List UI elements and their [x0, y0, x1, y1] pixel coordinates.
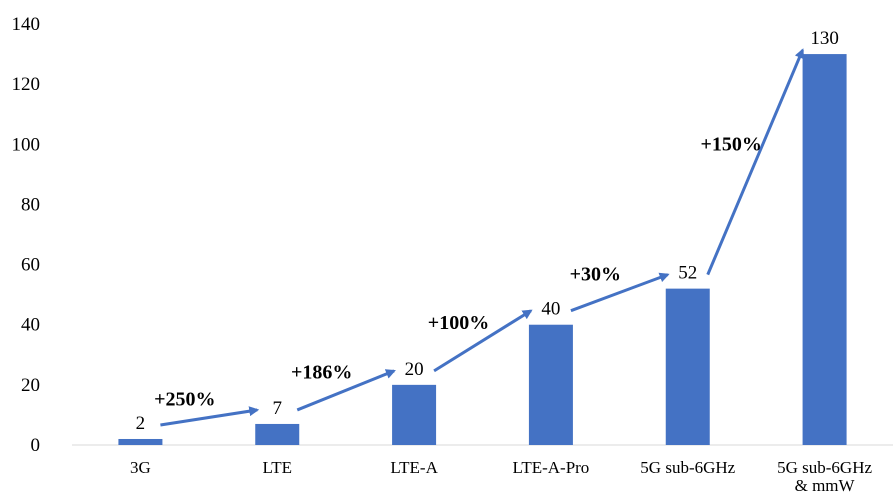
growth-arrow: [570, 272, 670, 313]
y-tick-label: 20: [21, 375, 40, 396]
data-label: 20: [405, 359, 424, 380]
x-tick-label: 5G sub-6GHz & mmW: [777, 458, 872, 495]
bar: [665, 288, 710, 445]
x-tick-label: 5G sub-6GHz: [640, 458, 735, 477]
bar: [392, 384, 437, 445]
x-tick-label-line: LTE-A: [390, 458, 438, 477]
y-tick-label: 60: [21, 255, 40, 276]
growth-label: +250%: [154, 388, 215, 410]
growth-arrow: [706, 48, 805, 276]
x-tick-label-line: & mmW: [795, 476, 856, 495]
y-tick-label: 120: [12, 74, 41, 95]
y-tick-label: 140: [12, 14, 41, 35]
data-label: 130: [810, 28, 839, 49]
x-tick-label-line: LTE-A-Pro: [513, 458, 590, 477]
x-tick-label: LTE: [262, 458, 292, 477]
y-axis: 0 20 40 60 80 100 120 140: [12, 14, 41, 456]
x-tick-label: LTE-A-Pro: [513, 458, 590, 477]
growth-arrow: [296, 369, 396, 412]
bar: [255, 423, 300, 445]
growth-arrow: [433, 309, 533, 373]
data-label: 7: [273, 398, 283, 419]
growth-label: +100%: [428, 312, 489, 334]
x-axis: 3G LTE LTE-A LTE-A-Pro 5G sub-6GHz 5G sub-6GH…: [72, 444, 893, 495]
growth-label: +186%: [291, 361, 352, 383]
data-label: 52: [678, 263, 697, 284]
y-tick-label: 0: [31, 435, 41, 456]
bar: [118, 438, 163, 445]
growth-label: +150%: [700, 133, 761, 155]
y-tick-label: 40: [21, 315, 40, 336]
growth-arrows: +250% +186% +100% +30% +150%: [154, 48, 805, 427]
x-tick-label-line: 3G: [130, 458, 151, 477]
bars: [118, 54, 847, 445]
growth-label: +30%: [570, 264, 621, 286]
data-label: 2: [136, 413, 146, 434]
bar: [802, 54, 847, 445]
x-tick-label: LTE-A: [390, 458, 438, 477]
data-label: 40: [541, 299, 560, 320]
x-tick-label: 3G: [130, 458, 151, 477]
bar: [528, 324, 573, 445]
y-tick-label: 100: [12, 134, 41, 155]
y-tick-label: 80: [21, 194, 40, 215]
x-tick-label-line: 5G sub-6GHz: [777, 458, 872, 477]
data-labels: 2 7 20 40 52 130: [136, 28, 839, 434]
growth-arrow: [160, 406, 260, 427]
x-tick-label-line: 5G sub-6GHz: [640, 458, 735, 477]
x-tick-label-line: LTE: [262, 458, 292, 477]
